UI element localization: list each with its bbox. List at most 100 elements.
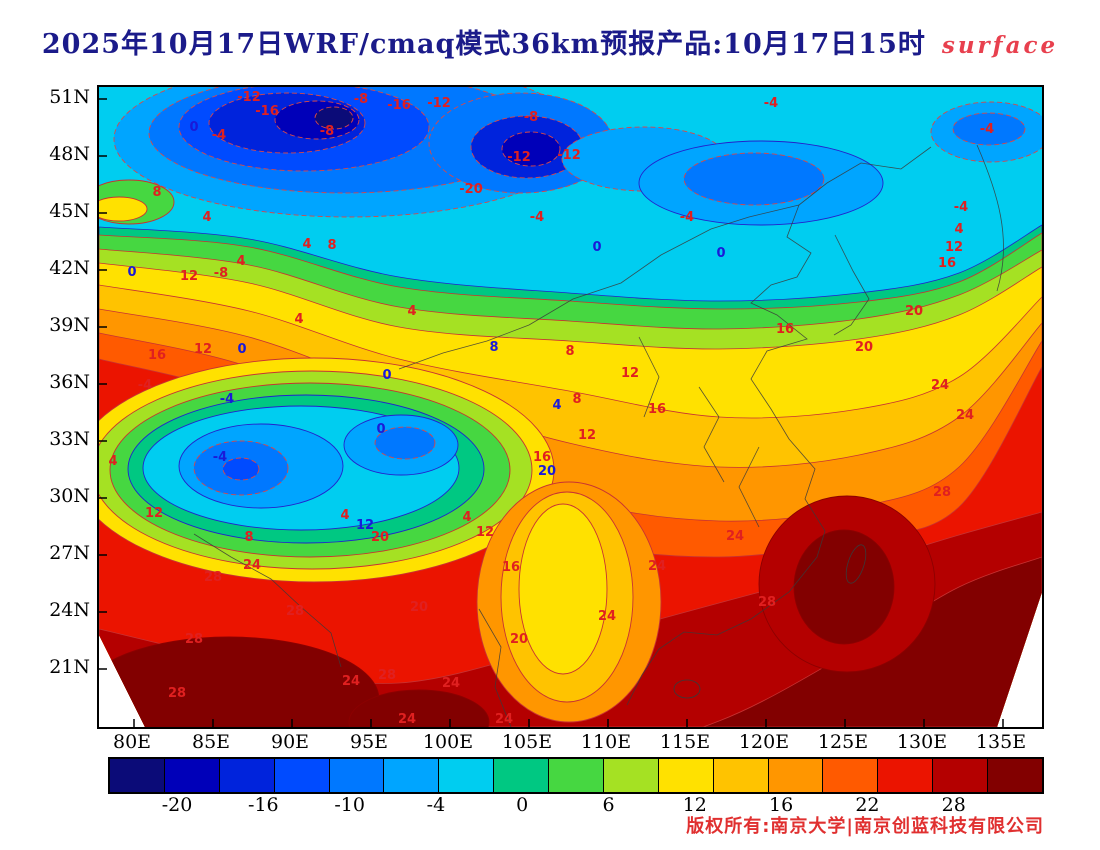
colorbar-cell xyxy=(603,759,659,792)
colorbar-cell xyxy=(384,759,440,792)
colorbar-cell xyxy=(878,759,934,792)
lon-tick-label: 100E xyxy=(422,731,474,753)
colorbar-tick-label: 12 xyxy=(682,794,707,816)
contour-label: 28 xyxy=(168,686,186,701)
contour-label: 12 xyxy=(578,428,596,443)
lon-tick-label: 95E xyxy=(349,731,389,753)
colorbar-cell xyxy=(274,759,330,792)
contour-label: 20 xyxy=(410,600,428,615)
colorbar-cell xyxy=(329,759,385,792)
contour-label: 24 xyxy=(598,609,616,624)
lon-tick-label: 105E xyxy=(501,731,553,753)
contour-label: 4 xyxy=(294,312,303,327)
contour-label: -4 xyxy=(138,378,152,393)
contour-label: -4 xyxy=(530,210,544,225)
contour-label: -4 xyxy=(212,128,226,143)
lon-tick-label: 85E xyxy=(191,731,231,753)
colorbar-cell xyxy=(933,759,988,792)
contour-label: 8 xyxy=(152,185,161,200)
contour-label: 20 xyxy=(855,340,873,355)
contour-label: -8 xyxy=(320,124,334,139)
contour-label: 20 xyxy=(538,464,556,479)
colorbar-tick-label: 0 xyxy=(516,794,529,816)
lon-tick-label: 135E xyxy=(975,731,1027,753)
contour-label: -8 xyxy=(214,266,228,281)
contour-label: 8 xyxy=(565,344,574,359)
contour-label: 4 xyxy=(954,222,963,237)
contour-label: 0 xyxy=(716,246,725,261)
contour-label: 28 xyxy=(204,570,222,585)
contour-label: 4 xyxy=(236,254,245,269)
contour-label: 12 xyxy=(180,269,198,284)
contour-label: 0 xyxy=(189,120,198,135)
colorbar-tick-label: -4 xyxy=(426,794,446,816)
lon-tick-label: 90E xyxy=(270,731,310,753)
colorbar-tick-label: -16 xyxy=(248,794,279,816)
colorbar-cell xyxy=(494,759,549,792)
title-main-text: 2025年10月17日WRF/cmaq模式36km预报产品:10月17日15时 xyxy=(41,29,926,60)
lat-tick-label: 27N xyxy=(49,542,90,564)
lat-tick-label: 30N xyxy=(49,485,90,507)
contour-label: 28 xyxy=(378,668,396,683)
contour-label: -8 xyxy=(354,92,368,107)
map-plot-area: -12 -16 -4 0 -8 -16 -8 -12 -8 -12 -12 -20 -4 -4 8 4 -4 -4… xyxy=(97,85,1044,729)
contour-label: 12 xyxy=(194,342,212,357)
colorbar-tick-label: 16 xyxy=(769,794,794,816)
colorbar-cell xyxy=(713,759,769,792)
lon-tick-label: 125E xyxy=(817,731,869,753)
contour-label: 16 xyxy=(502,560,520,575)
colorbar-cell xyxy=(219,759,275,792)
lat-tick-label: 48N xyxy=(49,143,90,165)
contour-label: 8 xyxy=(244,530,253,545)
contour-label: 24 xyxy=(243,558,261,573)
contour-label: 0 xyxy=(237,342,246,357)
colorbar-tick-label: -10 xyxy=(334,794,365,816)
contour-label: -4 xyxy=(680,210,694,225)
contour-label: 0 xyxy=(376,422,385,437)
contour-label: 24 xyxy=(956,408,974,423)
colorbar-tick-label: -20 xyxy=(161,794,193,816)
contour-label: -4 xyxy=(213,450,227,465)
contour-label: 28 xyxy=(185,632,203,647)
contour-label: -4 xyxy=(764,96,778,111)
colorbar-tick-labels: -20 -16 -10 -4 0 6 12 16 22 28 xyxy=(108,794,1040,818)
contour-label: -12 xyxy=(237,90,261,105)
contour-label: -20 xyxy=(459,182,483,197)
colorbar-tick-label: 6 xyxy=(602,794,615,816)
contour-label: 12 xyxy=(145,506,163,521)
contour-label: 8 xyxy=(572,392,581,407)
title-surface-text: surface xyxy=(941,32,1059,59)
contour-label: 20 xyxy=(905,304,923,319)
colorbar-cell xyxy=(110,759,165,792)
colorbar-cell xyxy=(549,759,604,792)
lat-tick-label: 33N xyxy=(49,428,90,450)
contour-label: 4 xyxy=(108,454,117,469)
temperature-colorbar xyxy=(108,757,1044,794)
lon-tick-label: 120E xyxy=(738,731,790,753)
contour-label: 4 xyxy=(552,398,561,413)
longitude-axis: 80E 85E 90E 95E 100E 105E 110E 115E 120E 125E 130E… xyxy=(97,731,1040,757)
contour-label: 8 xyxy=(489,340,498,355)
contour-label: 24 xyxy=(342,674,360,689)
contour-label: 28 xyxy=(286,604,304,619)
contour-label: -12 xyxy=(427,96,451,111)
lat-tick-label: 45N xyxy=(49,200,90,222)
contour-label: 24 xyxy=(495,712,513,727)
latitude-axis: 51N 48N 45N 42N 39N 36N 33N 30N 27N 24N 21N xyxy=(38,85,90,725)
lat-tick-label: 24N xyxy=(49,599,90,621)
lon-tick-label: 115E xyxy=(659,731,711,753)
figure-title: 2025年10月17日WRF/cmaq模式36km预报产品:10月17日15时 s… xyxy=(0,22,1100,61)
contour-label: 20 xyxy=(510,632,528,647)
contour-label: 12 xyxy=(621,366,639,381)
contour-label: 4 xyxy=(202,210,211,225)
contour-label: 28 xyxy=(933,485,951,500)
colorbar-cell xyxy=(823,759,879,792)
contour-label: 4 xyxy=(462,510,471,525)
colorbar-cell xyxy=(658,759,714,792)
lat-tick-label: 36N xyxy=(49,371,90,393)
contour-label: -16 xyxy=(387,98,411,113)
lon-tick-label: 80E xyxy=(112,731,152,753)
lat-tick-label: 51N xyxy=(49,86,90,108)
contour-label: 12 xyxy=(476,525,494,540)
contour-label: 0 xyxy=(592,240,601,255)
